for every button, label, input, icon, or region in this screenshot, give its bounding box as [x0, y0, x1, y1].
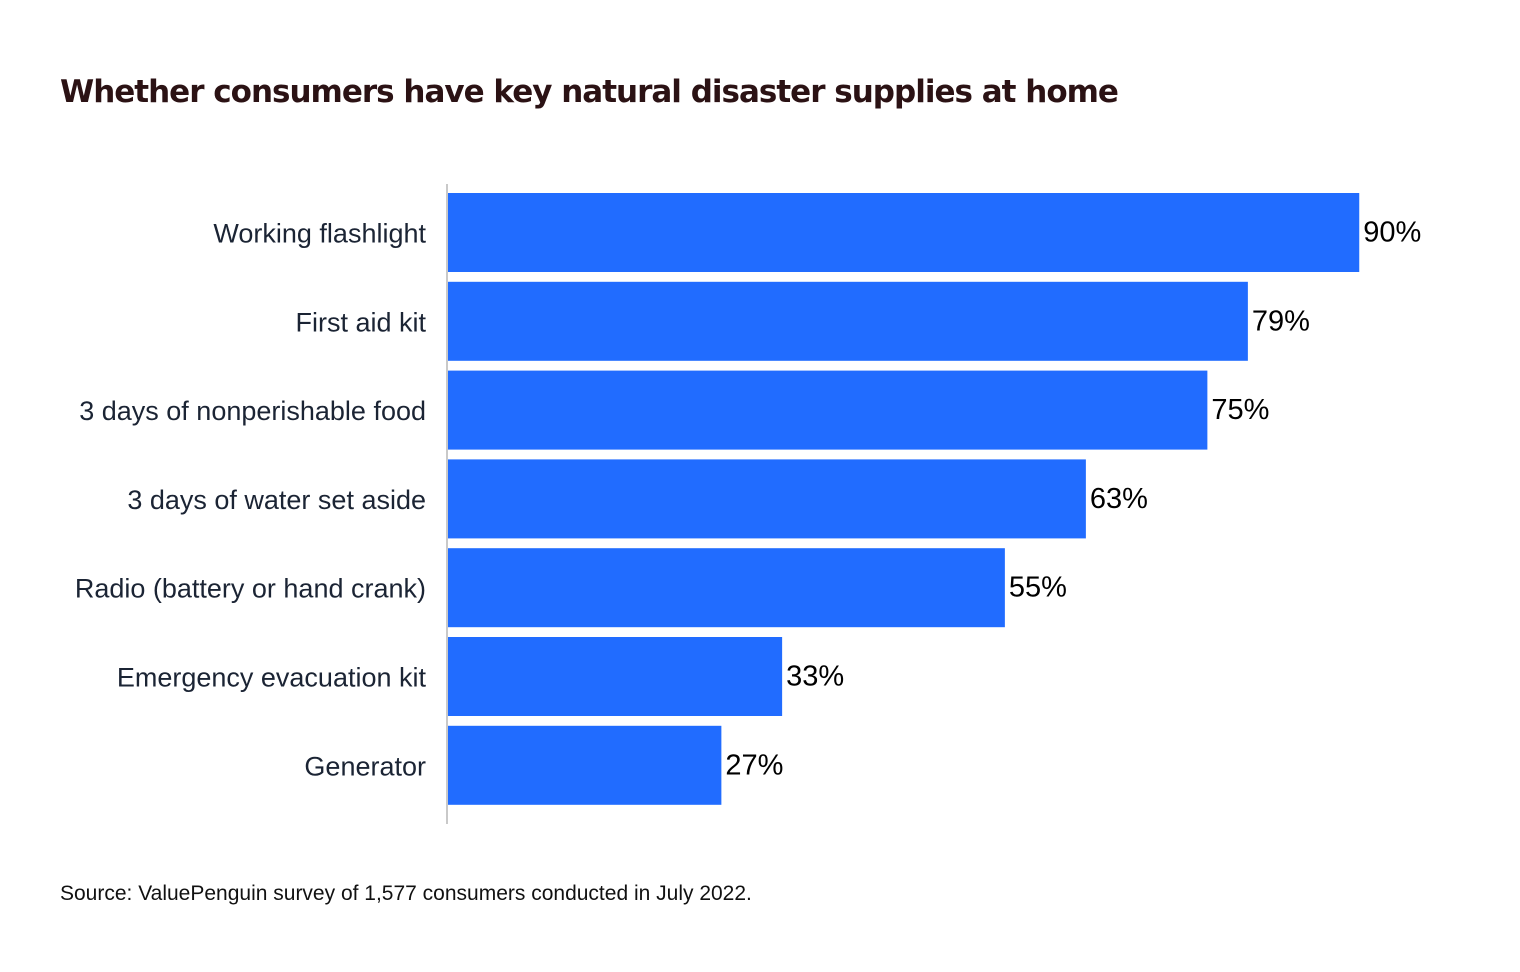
- bar: [448, 370, 1208, 450]
- value-label: 55%: [1009, 572, 1067, 604]
- category-label: Radio (battery or hand crank): [75, 574, 426, 604]
- bar: [448, 548, 1005, 628]
- bar: [448, 459, 1086, 539]
- category-label: Generator: [304, 751, 426, 781]
- category-label: Working flashlight: [213, 219, 426, 249]
- bar-chart: Working flashlight 90% First aid kit 79% 3 d…: [75, 184, 1421, 824]
- bars-layer: Working flashlight 90% First aid kit 79% 3 d…: [75, 193, 1421, 805]
- bar: [448, 281, 1248, 361]
- source-note: Source: ValuePenguin survey of 1,577 con…: [60, 882, 752, 905]
- category-label: Emergency evacuation kit: [117, 663, 427, 693]
- value-label: 75%: [1211, 394, 1269, 426]
- value-label: 79%: [1252, 305, 1310, 337]
- value-label: 90%: [1363, 217, 1421, 249]
- chart-title: Whether consumers have key natural disas…: [60, 74, 1119, 110]
- category-label: First aid kit: [295, 307, 426, 337]
- category-label: 3 days of nonperishable food: [79, 396, 426, 426]
- bar: [448, 725, 722, 805]
- value-label: 33%: [786, 661, 844, 693]
- value-label: 63%: [1090, 483, 1148, 515]
- bar: [448, 637, 783, 716]
- bar: [448, 193, 1360, 272]
- category-label: 3 days of water set aside: [127, 485, 426, 515]
- value-label: 27%: [725, 749, 783, 781]
